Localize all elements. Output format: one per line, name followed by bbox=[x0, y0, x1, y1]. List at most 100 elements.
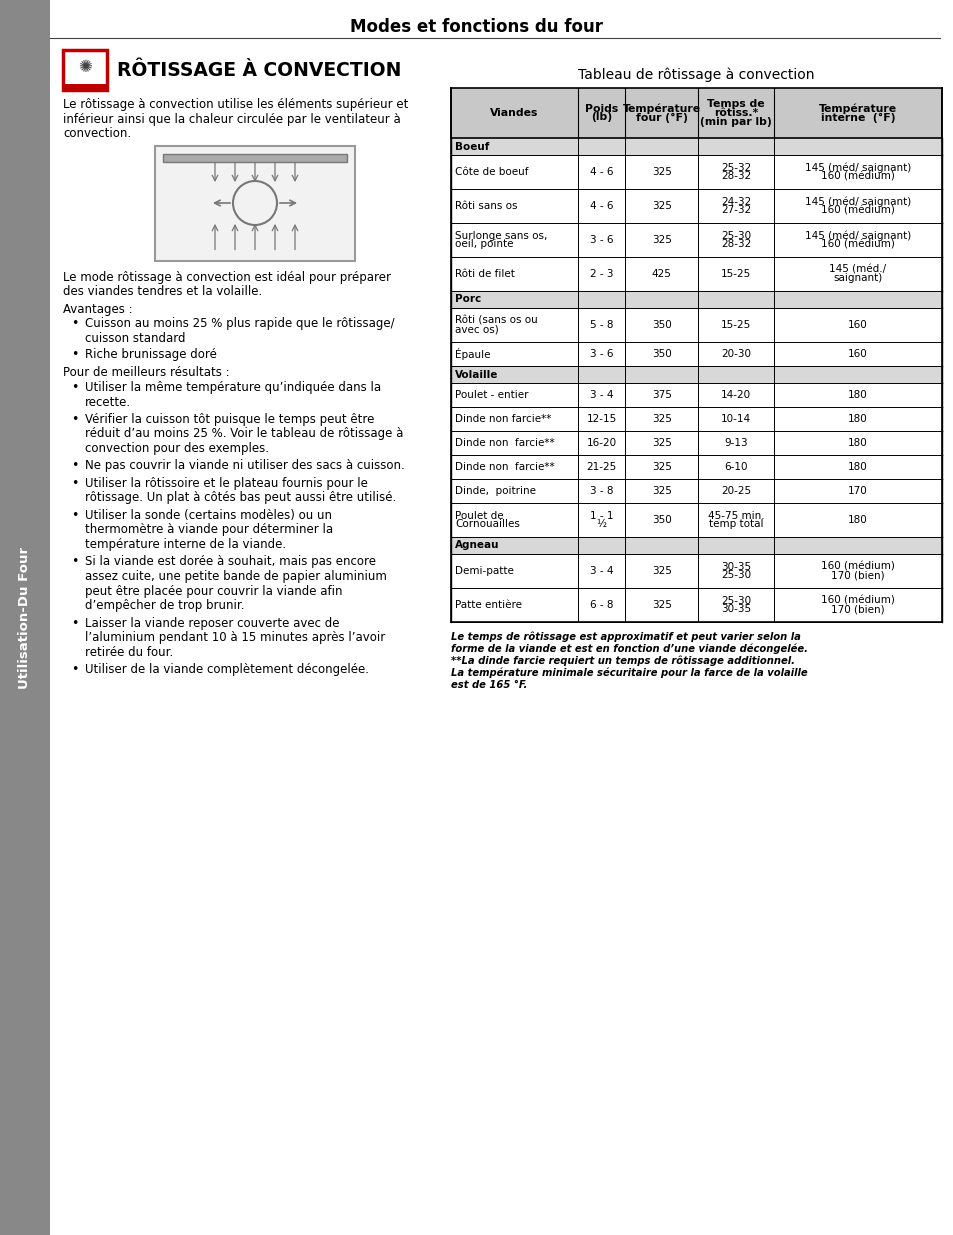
Text: 28-32: 28-32 bbox=[720, 172, 750, 182]
Text: Cornouailles: Cornouailles bbox=[455, 519, 519, 530]
Text: 6 - 8: 6 - 8 bbox=[589, 600, 613, 610]
Text: 160 (médium): 160 (médium) bbox=[821, 595, 894, 605]
Text: assez cuite, une petite bande de papier aluminium: assez cuite, une petite bande de papier … bbox=[85, 571, 387, 583]
Text: 27-32: 27-32 bbox=[720, 205, 750, 215]
Text: Côte de boeuf: Côte de boeuf bbox=[455, 167, 528, 177]
Text: 145 (méd/ saignant): 145 (méd/ saignant) bbox=[804, 196, 910, 207]
Text: Patte entière: Patte entière bbox=[455, 600, 521, 610]
Text: 25-30: 25-30 bbox=[720, 231, 750, 241]
Bar bbox=[0, 0, 50, 1235]
Text: Porc: Porc bbox=[455, 294, 480, 305]
Text: 30-35: 30-35 bbox=[720, 604, 750, 614]
Text: **La dinde farcie requiert un temps de rôtissage additionnel.: **La dinde farcie requiert un temps de r… bbox=[451, 656, 794, 667]
Text: 160 (médium): 160 (médium) bbox=[821, 240, 894, 249]
Text: 325: 325 bbox=[651, 167, 671, 177]
Text: •: • bbox=[71, 412, 78, 426]
Text: •: • bbox=[71, 556, 78, 568]
Text: ½: ½ bbox=[596, 519, 606, 530]
Bar bbox=[451, 537, 941, 555]
Text: 170 (bien): 170 (bien) bbox=[830, 604, 884, 614]
Text: Volaille: Volaille bbox=[455, 369, 497, 379]
Text: 325: 325 bbox=[651, 235, 671, 245]
Text: 325: 325 bbox=[651, 487, 671, 496]
Bar bbox=[451, 366, 941, 383]
Text: 350: 350 bbox=[651, 350, 671, 359]
Text: 3 - 4: 3 - 4 bbox=[589, 390, 613, 400]
Text: Ne pas couvrir la viande ni utiliser des sacs à cuisson.: Ne pas couvrir la viande ni utiliser des… bbox=[85, 459, 404, 473]
Text: Cuisson au moins 25 % plus rapide que le rôtissage/: Cuisson au moins 25 % plus rapide que le… bbox=[85, 317, 395, 330]
Text: Viandes: Viandes bbox=[490, 107, 537, 119]
Text: Dinde,  poitrine: Dinde, poitrine bbox=[455, 487, 536, 496]
Text: •: • bbox=[71, 663, 78, 676]
Text: (lb): (lb) bbox=[590, 112, 612, 122]
Text: 160 (médium): 160 (médium) bbox=[821, 562, 894, 572]
Bar bbox=[451, 291, 941, 308]
Text: Rôti sans os: Rôti sans os bbox=[455, 201, 517, 211]
Text: 6-10: 6-10 bbox=[723, 462, 747, 472]
Text: 180: 180 bbox=[847, 462, 867, 472]
Text: Modes et fonctions du four: Modes et fonctions du four bbox=[350, 19, 603, 36]
Text: convection.: convection. bbox=[63, 127, 131, 140]
Text: 4 - 6: 4 - 6 bbox=[589, 201, 613, 211]
Text: est de 165 °F.: est de 165 °F. bbox=[451, 680, 527, 690]
Text: 20-30: 20-30 bbox=[720, 350, 750, 359]
Text: 25-32: 25-32 bbox=[720, 163, 750, 173]
Text: 160: 160 bbox=[847, 320, 867, 330]
Text: 160 (médium): 160 (médium) bbox=[821, 172, 894, 182]
Text: four (°F): four (°F) bbox=[635, 112, 687, 122]
Text: 15-25: 15-25 bbox=[720, 269, 750, 279]
Text: réduit d’au moins 25 %. Voir le tableau de rôtissage à: réduit d’au moins 25 %. Voir le tableau … bbox=[85, 427, 403, 441]
Text: Demi-patte: Demi-patte bbox=[455, 566, 514, 576]
Text: •: • bbox=[71, 382, 78, 394]
Text: 160: 160 bbox=[847, 350, 867, 359]
Text: 5 - 8: 5 - 8 bbox=[589, 320, 613, 330]
Text: des viandes tendres et la volaille.: des viandes tendres et la volaille. bbox=[63, 285, 262, 298]
Text: •: • bbox=[71, 348, 78, 361]
Text: Température: Température bbox=[622, 104, 700, 114]
Text: 9-13: 9-13 bbox=[723, 438, 747, 448]
Text: 170: 170 bbox=[847, 487, 867, 496]
Bar bbox=[451, 88, 941, 138]
Text: peut être placée pour couvrir la viande afin: peut être placée pour couvrir la viande … bbox=[85, 584, 342, 598]
Text: saignant): saignant) bbox=[833, 273, 882, 283]
Text: RÔTISSAGE À CONVECTION: RÔTISSAGE À CONVECTION bbox=[117, 61, 401, 79]
Text: avec os): avec os) bbox=[455, 325, 498, 335]
Text: Agneau: Agneau bbox=[455, 541, 499, 551]
Text: 21-25: 21-25 bbox=[586, 462, 616, 472]
Text: Tableau de rôtissage à convection: Tableau de rôtissage à convection bbox=[578, 68, 814, 83]
Text: Dinde non  farcie**: Dinde non farcie** bbox=[455, 438, 554, 448]
Text: Boeuf: Boeuf bbox=[455, 142, 489, 152]
Bar bbox=[154, 146, 355, 261]
Text: 45-75 min.: 45-75 min. bbox=[707, 511, 763, 521]
Text: ✺: ✺ bbox=[78, 58, 91, 77]
Text: (min par lb): (min par lb) bbox=[700, 117, 771, 127]
Text: 325: 325 bbox=[651, 566, 671, 576]
Text: •: • bbox=[71, 509, 78, 522]
Text: 3 - 6: 3 - 6 bbox=[589, 350, 613, 359]
Text: 180: 180 bbox=[847, 390, 867, 400]
Text: rôtissage. Un plat à côtés bas peut aussi être utilisé.: rôtissage. Un plat à côtés bas peut auss… bbox=[85, 492, 395, 505]
Text: 160 (médium): 160 (médium) bbox=[821, 205, 894, 215]
Text: 425: 425 bbox=[651, 269, 671, 279]
Text: Le rôtissage à convection utilise les éléments supérieur et: Le rôtissage à convection utilise les él… bbox=[63, 98, 408, 111]
Text: 2 - 3: 2 - 3 bbox=[589, 269, 613, 279]
Text: interne  (°F): interne (°F) bbox=[820, 112, 894, 122]
Bar bbox=[63, 84, 107, 90]
Text: 3 - 8: 3 - 8 bbox=[589, 487, 613, 496]
Text: 350: 350 bbox=[651, 515, 671, 525]
Text: 16-20: 16-20 bbox=[586, 438, 616, 448]
Text: 28-32: 28-32 bbox=[720, 240, 750, 249]
Bar bbox=[63, 49, 107, 90]
Text: Utiliser la rôtissoire et le plateau fournis pour le: Utiliser la rôtissoire et le plateau fou… bbox=[85, 477, 368, 490]
Text: Poulet de: Poulet de bbox=[455, 511, 503, 521]
Text: 145 (méd/ saignant): 145 (méd/ saignant) bbox=[804, 231, 910, 241]
Text: 170 (bien): 170 (bien) bbox=[830, 571, 884, 580]
Text: •: • bbox=[71, 317, 78, 330]
Text: Avantages :: Avantages : bbox=[63, 303, 132, 315]
Text: 145 (méd./: 145 (méd./ bbox=[828, 264, 885, 274]
Text: oeil, pointe: oeil, pointe bbox=[455, 240, 513, 249]
Text: 325: 325 bbox=[651, 462, 671, 472]
Text: 14-20: 14-20 bbox=[720, 390, 750, 400]
Text: •: • bbox=[71, 459, 78, 473]
Text: 20-25: 20-25 bbox=[720, 487, 750, 496]
